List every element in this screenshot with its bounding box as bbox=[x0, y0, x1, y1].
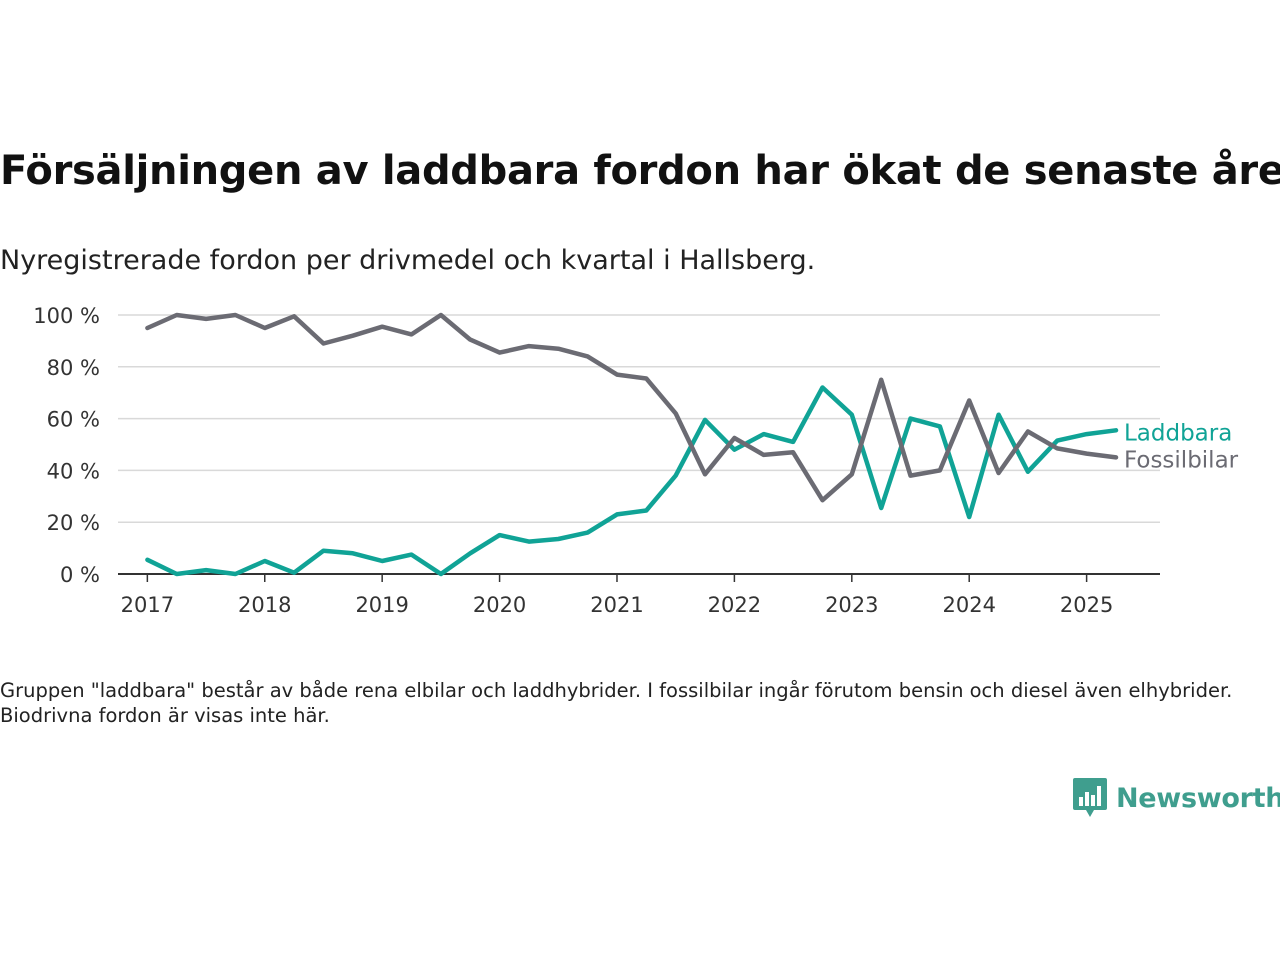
line-chart: 0 % 20 % 40 % 60 % 80 % 100 % 2017 2018 2019 202… bbox=[33, 304, 1239, 617]
series-line bbox=[145, 385, 1119, 577]
x-tick-label: 2017 bbox=[121, 593, 174, 617]
y-tick-label: 100 % bbox=[33, 304, 100, 328]
series-label: Laddbara bbox=[1124, 420, 1232, 446]
x-tick-label: 2018 bbox=[238, 593, 291, 617]
x-tick-label: 2019 bbox=[355, 593, 408, 617]
y-tick-label: 0 % bbox=[60, 563, 100, 587]
newsworthy-logo-icon bbox=[1073, 778, 1107, 817]
y-tick-label: 80 % bbox=[47, 356, 100, 380]
x-tick-label: 2024 bbox=[942, 593, 995, 617]
series-line bbox=[145, 312, 1119, 503]
newsworthy-logo[interactable]: Newsworthy bbox=[1072, 777, 1280, 819]
y-tick-label: 40 % bbox=[47, 459, 100, 483]
y-tick-label: 60 % bbox=[47, 408, 100, 432]
x-tick-label: 2022 bbox=[708, 593, 761, 617]
chart-title: Försäljningen av laddbara fordon har öka… bbox=[0, 148, 1280, 194]
x-tick-label: 2025 bbox=[1060, 593, 1113, 617]
x-axis: 2017 2018 2019 2020 2021 2022 2023 2024 2025 bbox=[118, 573, 1160, 617]
x-tick-label: 2021 bbox=[590, 593, 643, 617]
brand-name: Newsworthy bbox=[1116, 782, 1280, 814]
footnote: Gruppen "laddbara" består av både rena e… bbox=[0, 679, 1233, 727]
series-label: Fossilbilar bbox=[1124, 447, 1239, 473]
x-tick-label: 2023 bbox=[825, 593, 878, 617]
x-tick-label: 2020 bbox=[473, 593, 526, 617]
series-lines bbox=[145, 312, 1119, 577]
y-tick-label: 20 % bbox=[47, 511, 100, 535]
y-axis-tick-labels: 0 % 20 % 40 % 60 % 80 % 100 % bbox=[33, 304, 100, 587]
gridlines bbox=[118, 314, 1160, 523]
chart-subtitle: Nyregistrerade fordon per drivmedel och … bbox=[0, 245, 816, 276]
